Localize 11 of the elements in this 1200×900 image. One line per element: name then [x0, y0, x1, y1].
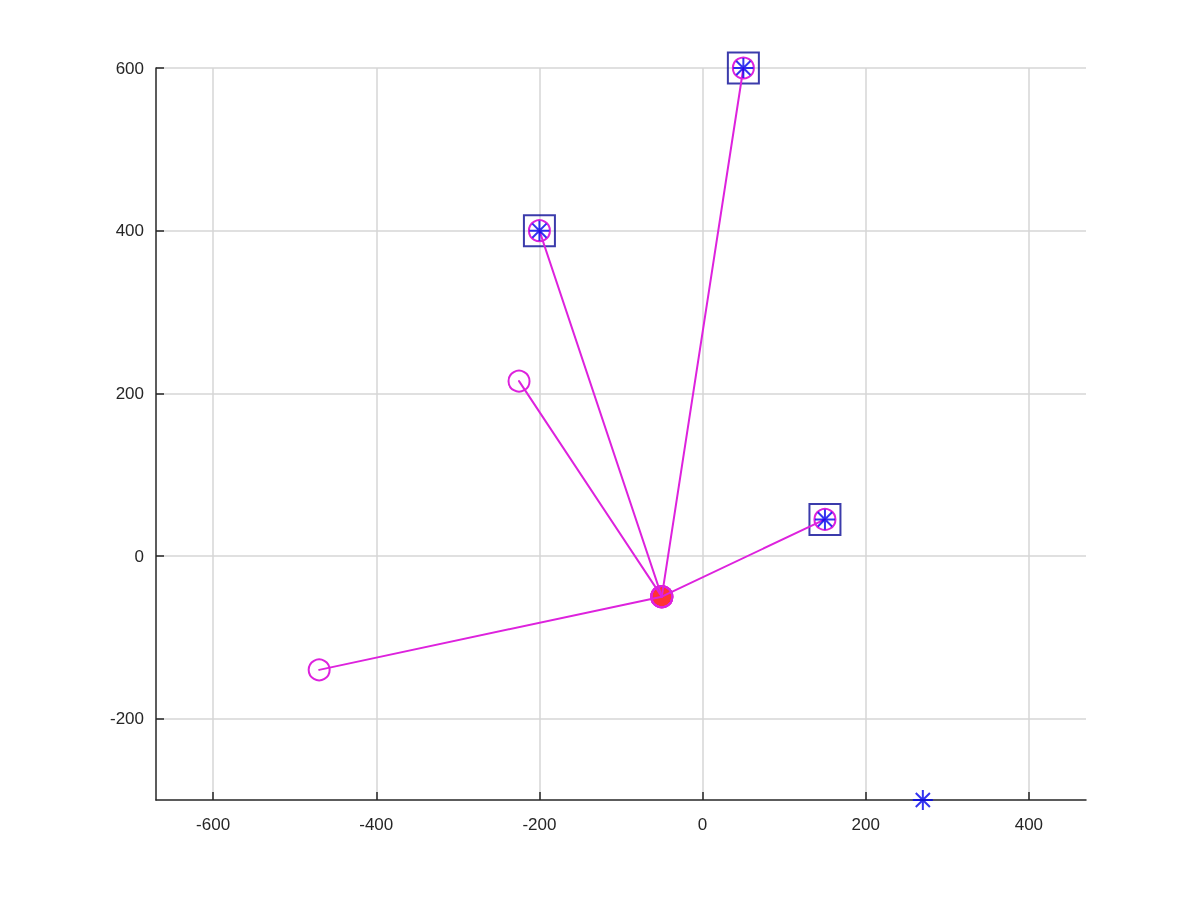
y-tick-label: 200 [115, 383, 144, 403]
x-tick-label: 200 [851, 815, 880, 834]
x-tick-label: -400 [359, 815, 394, 834]
y-tick-label: 600 [115, 58, 144, 78]
x-tick-label: -600 [196, 815, 231, 834]
x-tick-label: 400 [1014, 815, 1044, 834]
y-tick-label: -200 [109, 709, 144, 729]
y-tick-label: 400 [115, 221, 144, 241]
y-tick-label: 0 [134, 546, 144, 566]
x-tick-label: -200 [522, 815, 557, 834]
x-tick-label: 0 [697, 815, 708, 834]
